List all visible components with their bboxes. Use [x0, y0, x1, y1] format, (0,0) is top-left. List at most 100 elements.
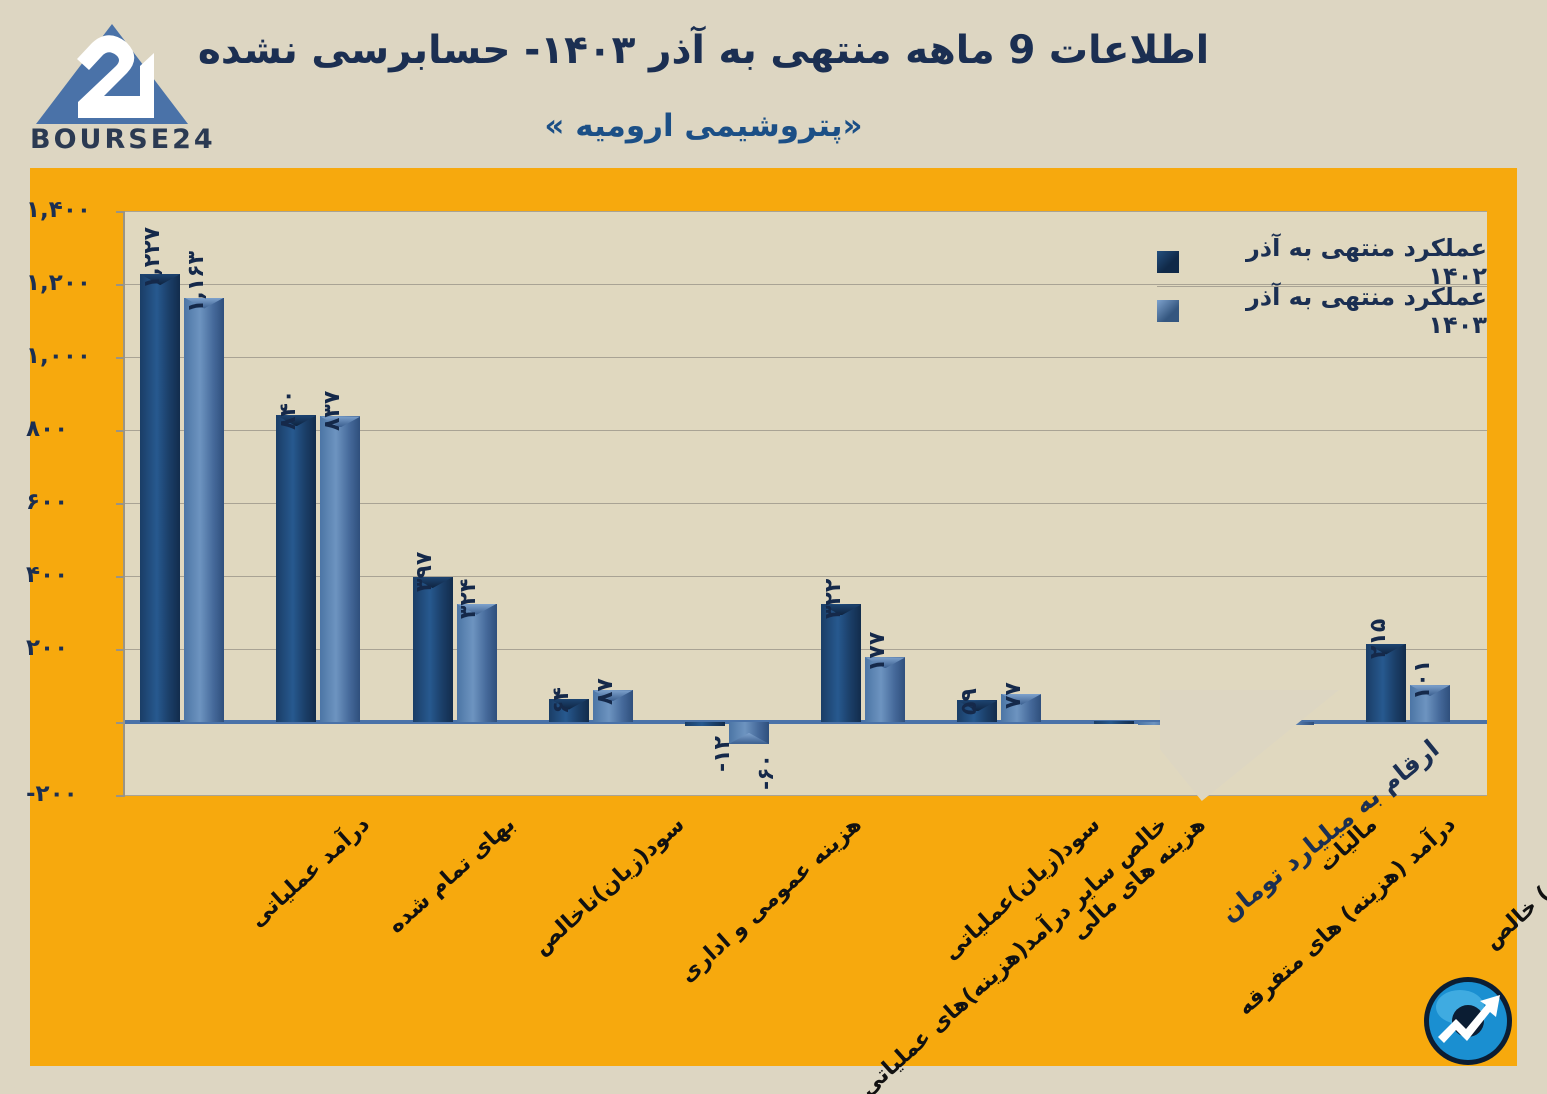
- grid-line: [125, 357, 1487, 358]
- page-title: اطلاعات 9 ماهه منتهی به آذر ۱۴۰۳- حسابرس…: [197, 28, 1210, 73]
- chart-bar[interactable]: [592, 690, 633, 722]
- y-axis-tick-label: ۸۰۰: [26, 416, 69, 442]
- chart-bar-body: [276, 415, 317, 722]
- y-axis-tick-label: ۱,۰۰۰: [26, 343, 91, 369]
- bar-value-label: ۲۱۵: [1365, 618, 1391, 659]
- chart-bar-body: [456, 603, 497, 722]
- chart-bar-body: [821, 604, 862, 722]
- chart-bar-cap: [456, 603, 497, 615]
- y-axis-tick: [116, 357, 125, 359]
- grid-line: [125, 211, 1487, 212]
- legend-label-1402: عملکرد منتهی به آذر ۱۴۰۲: [1245, 234, 1487, 290]
- chart-bar[interactable]: [1137, 722, 1178, 725]
- bourse24-triangle-logo-icon: [36, 24, 188, 124]
- legend-swatch-1402-icon: [1157, 251, 1179, 273]
- chart-bar[interactable]: [140, 274, 181, 722]
- header: BOURSE24 اطلاعات 9 ماهه منتهی به آذر ۱۴۰…: [0, 0, 1547, 168]
- chart-bar[interactable]: [865, 657, 906, 722]
- chart-bar[interactable]: [685, 722, 725, 727]
- chart-bar-body: [320, 416, 361, 722]
- chart-bar-body: [1093, 721, 1134, 725]
- bar-value-label: ۶۴: [548, 686, 574, 714]
- chart-bar[interactable]: [1366, 643, 1406, 722]
- y-axis-tick: [116, 722, 125, 724]
- y-axis-tick: [116, 503, 125, 505]
- y-axis-tick: [116, 576, 125, 578]
- bar-value-label: ۸۷: [592, 678, 618, 706]
- chart-bar-cap: [1366, 643, 1406, 655]
- chart-bar[interactable]: [548, 698, 589, 722]
- chart-bar-cap: [592, 690, 633, 702]
- chart-bar-cap: [412, 577, 453, 589]
- bar-value-label: ۸۴۰: [276, 390, 302, 431]
- chart-bar-body: [140, 274, 181, 722]
- chart-bar-cap: [821, 604, 862, 616]
- bar-value-label: ۸۳۷: [320, 391, 346, 432]
- y-axis-tick: [116, 211, 125, 213]
- bar-value-label: ۳۹۷: [412, 551, 438, 593]
- y-axis-tick-label: ۲۰۰: [26, 635, 69, 661]
- chart-bar-cap: [548, 698, 589, 710]
- chart-bar-body: [685, 722, 725, 727]
- y-axis-tick: [116, 795, 125, 797]
- grid-line: [125, 503, 1487, 504]
- chart-bar[interactable]: [1001, 693, 1042, 722]
- legend-item-1402[interactable]: عملکرد منتهی به آذر ۱۴۰۲: [1157, 234, 1487, 290]
- chart-bar[interactable]: [276, 415, 317, 722]
- y-axis-tick-label: -۲۰۰: [26, 781, 78, 807]
- chart-bar[interactable]: [1093, 721, 1134, 725]
- chart-bar-body: [1366, 643, 1406, 722]
- grid-line: [125, 430, 1487, 431]
- chart-bar-cap: [320, 416, 361, 428]
- chart-bar[interactable]: [729, 722, 769, 744]
- brand-logo: BOURSE24: [20, 20, 216, 168]
- chart-bar[interactable]: [957, 700, 998, 722]
- unit-note-diagonal: [1160, 690, 1520, 802]
- grid-line: [125, 576, 1487, 577]
- grid-line: [125, 284, 1487, 285]
- bar-value-label: ۵۹: [957, 688, 983, 716]
- trend-arrow-circle-icon: [1424, 977, 1512, 1065]
- bar-value-label: ۱,۱۶۳: [184, 250, 209, 313]
- brand-wordmark: BOURSE24: [30, 124, 216, 155]
- page-subtitle: «پتروشیمی ارومیه »: [544, 108, 863, 144]
- chart-bar-cap: [865, 657, 906, 669]
- chart-bar-cap: [276, 415, 317, 427]
- y-axis-tick-label: ۶۰۰: [26, 489, 69, 515]
- chart-bar-cap: [957, 700, 998, 712]
- bar-value-label: ۱,۲۲۷: [140, 227, 165, 290]
- chart-bar[interactable]: [821, 604, 862, 722]
- chart-bar-body: [548, 698, 589, 722]
- chart-bar-cap: [729, 732, 769, 744]
- chart-bar[interactable]: [412, 577, 453, 722]
- bar-value-label: ۳۲۲: [821, 579, 846, 620]
- grid-line: [125, 795, 1487, 796]
- legend-item-1403[interactable]: عملکرد منتهی به آذر ۱۴۰۳: [1157, 283, 1487, 339]
- chart-bar-body: [184, 297, 225, 722]
- chart-bar-cap: [1001, 693, 1042, 705]
- grid-line: [125, 649, 1487, 650]
- chart-bar-cap: [140, 274, 181, 286]
- chart-bar[interactable]: [1410, 685, 1450, 722]
- bar-value-label: ۳۲۴: [456, 578, 482, 619]
- bar-value-label: ۷۷: [1001, 682, 1027, 709]
- zero-axis-line: [125, 720, 1487, 724]
- y-axis-tick-label: ۴۰۰: [26, 562, 69, 588]
- chart-bar[interactable]: [456, 603, 497, 722]
- chart-bar-body: [412, 577, 453, 722]
- bar-value-label: ۱۷۷: [865, 632, 890, 673]
- y-axis-tick-label: ۱,۴۰۰: [26, 197, 91, 223]
- y-axis-tick-label: ۱,۲۰۰: [26, 270, 91, 296]
- chart-bar-body: [1137, 722, 1178, 725]
- y-axis-tick: [116, 284, 125, 286]
- chart-bar-cap: [184, 297, 225, 309]
- legend-swatch-1403-icon: [1157, 300, 1179, 322]
- chart-bar[interactable]: [184, 297, 225, 722]
- legend-label-1403: عملکرد منتهی به آذر ۱۴۰۳: [1245, 283, 1487, 339]
- legend: عملکرد منتهی به آذر ۱۴۰۲ عملکرد منتهی به…: [1157, 234, 1487, 339]
- y-axis-tick: [116, 430, 125, 432]
- chart-bar-cap: [1410, 685, 1450, 697]
- y-axis-tick: [116, 649, 125, 651]
- chart-bar[interactable]: [320, 416, 361, 722]
